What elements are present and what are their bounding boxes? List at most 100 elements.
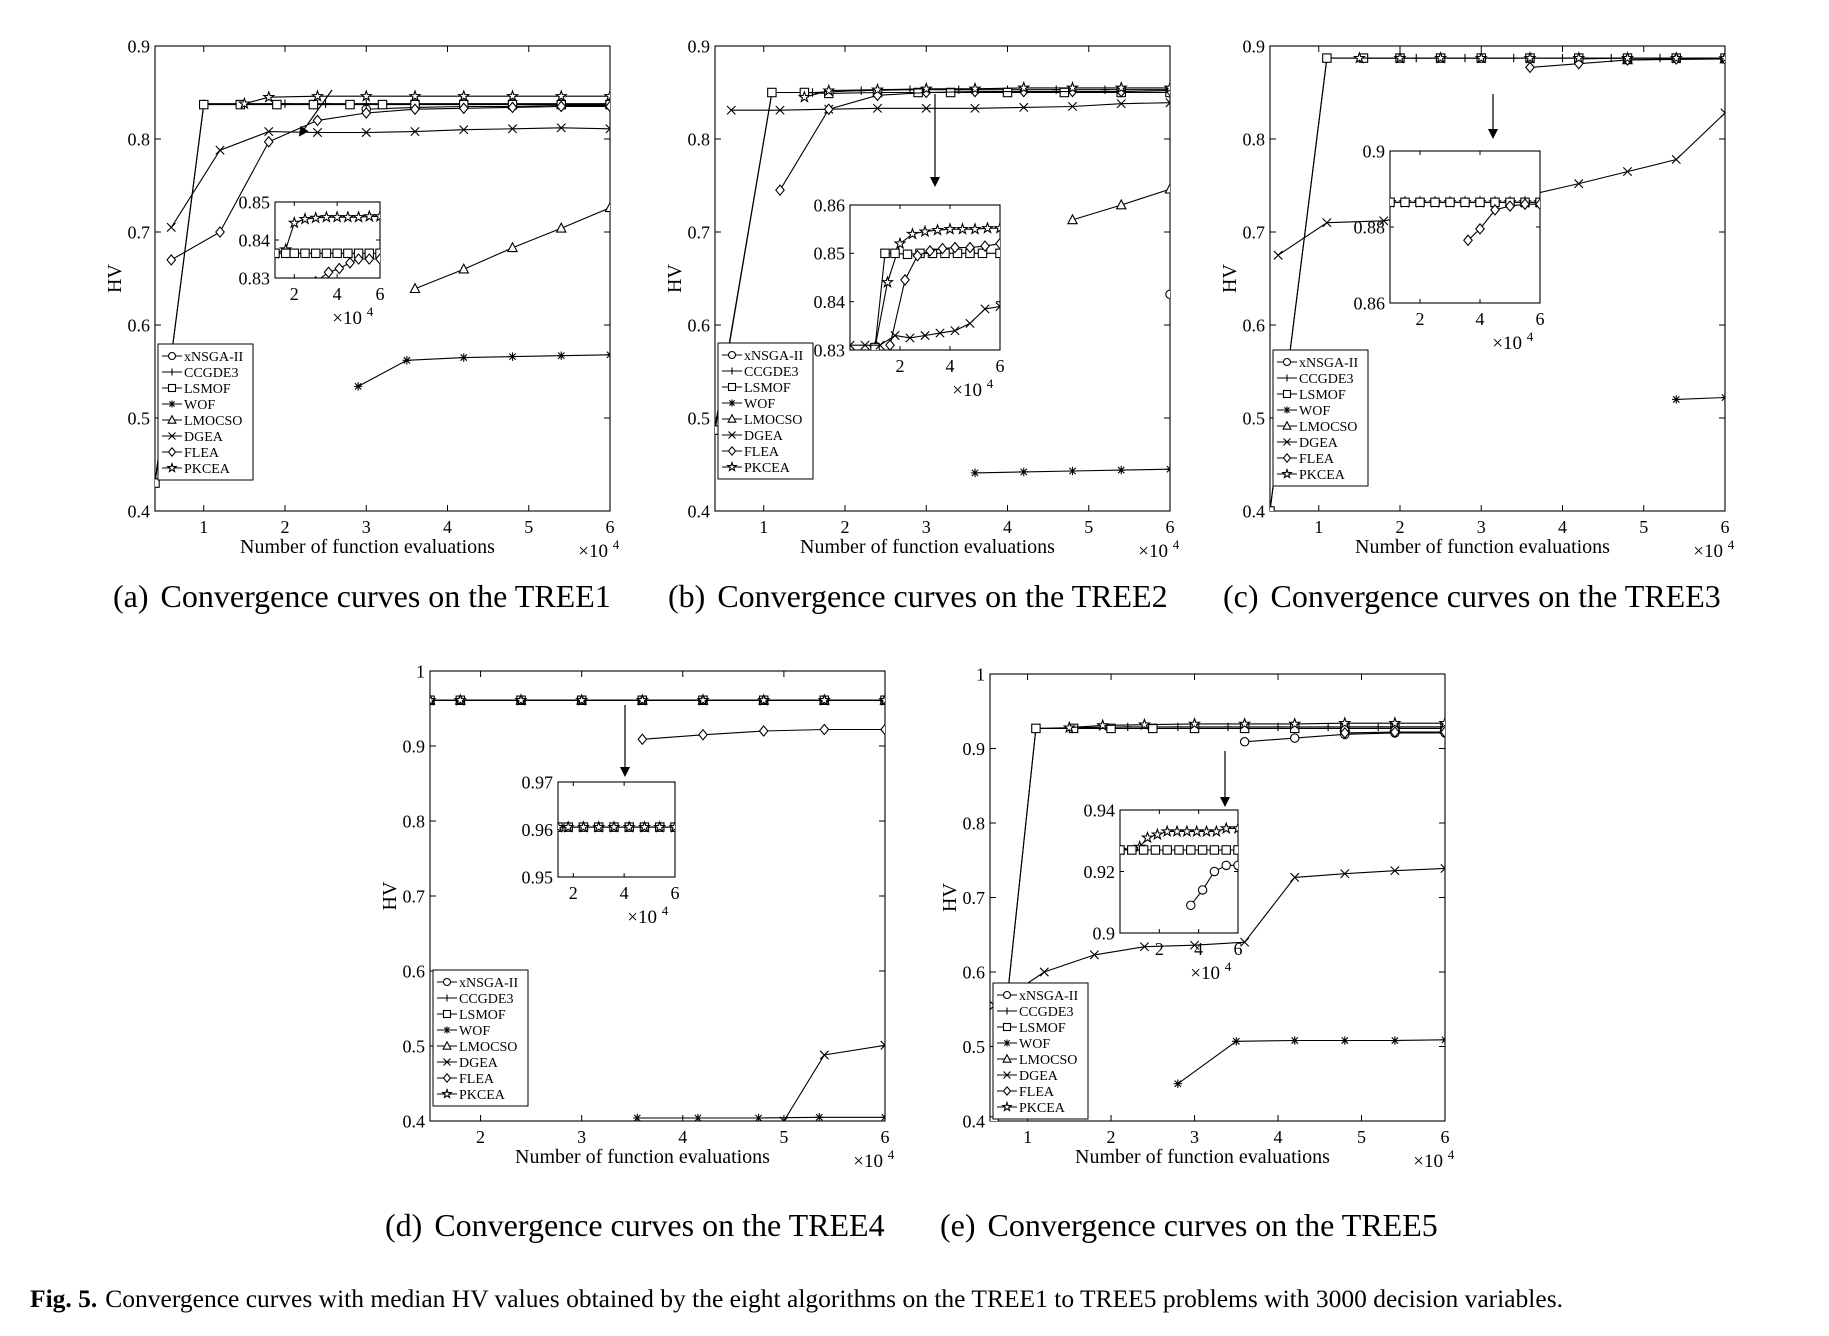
data-point-lmocso xyxy=(458,262,470,274)
chart-c-svg: 1 2 3 4 5 6 0.4 0.5 0.6 0.7 0.8 0.9 Number of functi… xyxy=(1219,36,1735,562)
inset-data-point-lsmof xyxy=(280,248,291,259)
inset-y-tick-label: 0.83 xyxy=(239,268,271,288)
data-point-lmocso xyxy=(1066,213,1079,225)
data-point-dgea xyxy=(1720,108,1725,118)
inset-data-point-flea xyxy=(313,275,318,278)
inset-data-point-pkcea xyxy=(880,275,895,288)
data-point-pkcea xyxy=(262,90,276,103)
data-point-pkcea xyxy=(1017,80,1031,94)
chart-b-svg: 1 2 3 4 5 6 0.4 0.5 0.6 0.7 0.8 0.9 Number of functi… xyxy=(664,36,1180,562)
inset-y-tick-label: 0.84 xyxy=(239,230,271,250)
x-tick-label: 4 xyxy=(443,517,452,537)
data-point-dgea xyxy=(264,126,274,137)
y-tick-label: 0.8 xyxy=(688,129,711,149)
inset-data-point-lsmof xyxy=(310,248,321,259)
data-point-wof xyxy=(1290,1036,1299,1045)
legend-marker-dgea xyxy=(728,431,736,439)
inset-x-tick-label: 4 xyxy=(1194,939,1203,959)
data-point-dgea xyxy=(819,1050,829,1060)
inset-data-point-pkcea xyxy=(1180,824,1194,838)
data-point-dgea xyxy=(726,105,736,115)
data-point-dgea xyxy=(1116,99,1126,109)
data-point-pkcea xyxy=(870,82,885,96)
inset-data-point-pkcea xyxy=(298,212,312,225)
legend-marker-lmocso xyxy=(727,413,737,423)
y-tick-label: 0.7 xyxy=(688,222,711,242)
data-point-pkcea xyxy=(878,693,885,706)
y-tick-label: 0.6 xyxy=(403,961,426,981)
x-tick-label: 4 xyxy=(1274,1127,1283,1147)
data-point-flea xyxy=(880,723,885,736)
legend-label-ccgde3: CCGDE3 xyxy=(744,365,798,380)
data-point-pkcea xyxy=(514,693,528,706)
data-point-flea xyxy=(758,725,769,737)
data-point-dgea xyxy=(1019,102,1029,112)
legend-marker-xnsga-ii xyxy=(167,351,177,361)
y-tick-label: 1 xyxy=(976,664,985,684)
inset-series-group xyxy=(1390,195,1540,247)
y-tick-label: 0.9 xyxy=(1243,36,1266,56)
inset-data-point-pkcea xyxy=(943,222,957,235)
inset-series-group xyxy=(850,221,1000,350)
inset-y-tick-label: 0.85 xyxy=(814,244,846,264)
data-point-dgea xyxy=(215,145,225,155)
chart-e-svg: 1 2 3 4 5 6 0.4 0.5 0.6 0.7 0.8 0.9 1 Number of funct… xyxy=(939,664,1455,1172)
inset-data-point-xnsga-ii xyxy=(1186,900,1196,911)
inset-data-point-pkcea xyxy=(592,820,606,833)
legend-marker-flea xyxy=(727,445,737,457)
data-point-pkcea xyxy=(1393,51,1407,64)
legend-marker-flea xyxy=(1282,452,1292,464)
inset-data-point-flea xyxy=(950,241,960,254)
inset-y-tick-label: 0.83 xyxy=(814,340,846,360)
legend-box xyxy=(157,343,254,481)
data-point-pkcea xyxy=(1065,80,1080,94)
data-point-wof xyxy=(1019,467,1028,477)
data-point-dgea xyxy=(880,1040,885,1050)
legend-label-pkcea: PKCEA xyxy=(744,461,791,476)
x-axis-label: Number of function evaluations xyxy=(240,536,495,558)
inset-data-point-flea xyxy=(1490,204,1500,216)
inset-x-multiplier: ×10 xyxy=(332,308,362,329)
data-point-pkcea xyxy=(359,89,373,102)
y-axis-label: HV xyxy=(379,881,401,910)
inset-data-point-pkcea xyxy=(1190,824,1204,838)
legend-label-xnsga-ii: xNSGA-II xyxy=(459,976,518,991)
inset-data-point-pkcea xyxy=(576,820,590,833)
y-tick-label: 0.5 xyxy=(1243,408,1266,428)
data-point-pkcea xyxy=(919,81,933,95)
y-tick-label: 0.5 xyxy=(688,408,711,428)
inset-data-point-lsmof xyxy=(902,249,913,260)
data-point-pkcea xyxy=(1388,716,1402,729)
data-point-lmocso xyxy=(506,241,519,253)
legend-label-ccgde3: CCGDE3 xyxy=(1299,372,1353,387)
legend-label-dgea: DGEA xyxy=(744,429,784,444)
chart-a-svg: 1 2 3 4 5 6 0.4 0.5 0.6 0.7 0.8 0.9 Number of functi… xyxy=(104,36,620,562)
y-axis-label: HV xyxy=(1219,264,1241,293)
inset-data-point-lsmof xyxy=(890,248,900,259)
inset-data-point-dgea xyxy=(905,333,915,343)
data-point-pkcea xyxy=(505,89,520,102)
inset-data-point-pkcea xyxy=(558,820,565,833)
y-axis-label: HV xyxy=(664,264,686,293)
data-point-dgea xyxy=(775,105,785,115)
data-point-dgea xyxy=(1322,218,1332,228)
inset-series-group xyxy=(558,820,675,833)
legend-label-flea: FLEA xyxy=(459,1072,495,1087)
legend-label-lmocso: LMOCSO xyxy=(744,413,802,428)
inset-data-point-pkcea xyxy=(1199,824,1214,838)
subcaption-text: Convergence curves on the TREE3 xyxy=(1270,578,1721,614)
data-point-flea xyxy=(637,733,648,746)
series-line-lsmof xyxy=(155,104,610,484)
legend-marker-lmocso xyxy=(1002,1053,1012,1063)
inset-y-tick-label: 0.86 xyxy=(1354,293,1386,313)
inset-data-point-lsmof xyxy=(977,248,988,259)
y-tick-label: 0.8 xyxy=(128,129,151,149)
inset-data-point-pkcea xyxy=(918,224,932,238)
legend-label-xnsga-ii: xNSGA-II xyxy=(184,350,243,365)
data-point-pkcea xyxy=(696,693,710,706)
x-tick-label: 2 xyxy=(841,517,850,537)
legend-label-pkcea: PKCEA xyxy=(184,462,231,477)
data-point-ccgde3 xyxy=(1323,722,1333,732)
y-tick-label: 0.9 xyxy=(688,36,711,56)
data-point-wof xyxy=(1068,466,1077,476)
